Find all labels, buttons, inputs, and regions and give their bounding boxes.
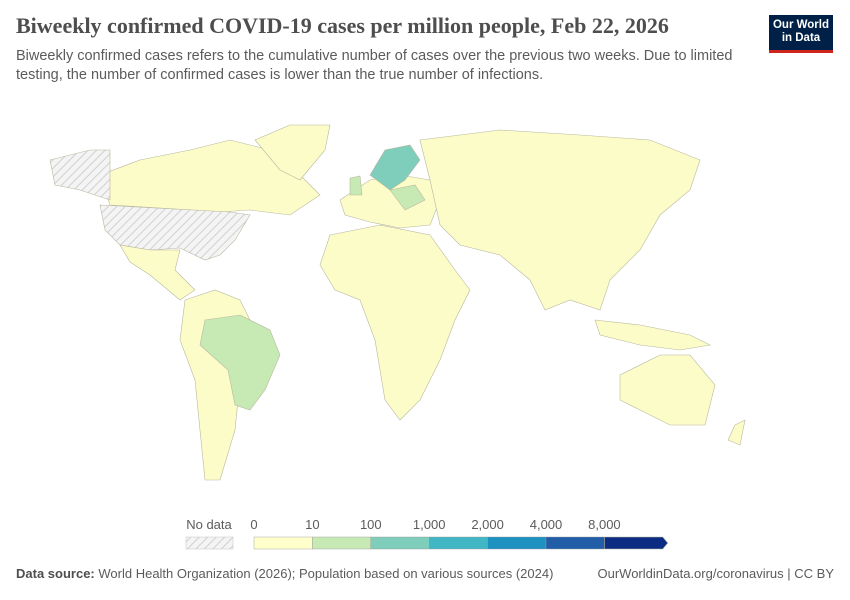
region-usa[interactable]	[99, 204, 251, 261]
footer-source: Data source: World Health Organization (…	[16, 566, 553, 582]
region-africa[interactable]	[319, 224, 471, 421]
region-alaska[interactable]	[49, 149, 111, 201]
legend-bin-4[interactable]	[487, 536, 547, 550]
legend-bin-3[interactable]	[429, 536, 488, 550]
logo-line2: in Data	[781, 32, 821, 44]
legend-tick: 1,000	[412, 517, 446, 532]
logo-line1: Our World	[772, 19, 829, 31]
legend-tick: 4,000	[529, 517, 563, 532]
legend-bin-2[interactable]	[370, 536, 430, 550]
region-southeast-asia[interactable]	[594, 319, 711, 351]
legend-bin-1[interactable]	[312, 536, 371, 550]
legend-tick: 100	[359, 517, 382, 532]
legend-no-data-label: No data	[186, 517, 232, 532]
world-map[interactable]	[0, 110, 850, 510]
legend-scale	[185, 536, 669, 550]
legend-bin-6[interactable]	[604, 536, 669, 550]
legend-tick: 8,000	[588, 517, 621, 532]
region-new-zealand[interactable]	[727, 419, 746, 446]
legend-bin-0[interactable]	[253, 536, 313, 550]
legend-no-data-swatch[interactable]	[185, 536, 234, 550]
region-australia[interactable]	[619, 354, 716, 426]
region-mexico-central-america[interactable]	[119, 244, 196, 301]
color-legend: No data 0 10 100 1,000 2,000 4,000 8,000	[0, 515, 850, 555]
region-uk[interactable]	[349, 175, 363, 196]
chart-title: Biweekly confirmed COVID-19 cases per mi…	[16, 13, 669, 38]
chart-subtitle: Biweekly confirmed cases refers to the c…	[16, 48, 733, 83]
owid-logo[interactable]: Our World in Data	[769, 15, 833, 53]
source-label: Data source:	[16, 566, 95, 581]
legend-tick: 2,000	[471, 517, 504, 532]
region-greenland[interactable]	[254, 124, 331, 181]
footer-link[interactable]: OurWorldinData.org/coronavirus | CC BY	[597, 566, 834, 581]
region-central-europe[interactable]	[389, 184, 426, 211]
legend-bin-5[interactable]	[545, 536, 605, 550]
legend-tick: 0	[250, 517, 258, 532]
region-asia[interactable]	[419, 129, 701, 311]
footer: Data source: World Health Organization (…	[16, 566, 834, 582]
region-brazil[interactable]	[199, 314, 281, 411]
header: Biweekly confirmed COVID-19 cases per mi…	[16, 12, 751, 85]
legend-tick: 10	[305, 517, 320, 532]
source-text: World Health Organization (2026); Popula…	[98, 566, 554, 581]
